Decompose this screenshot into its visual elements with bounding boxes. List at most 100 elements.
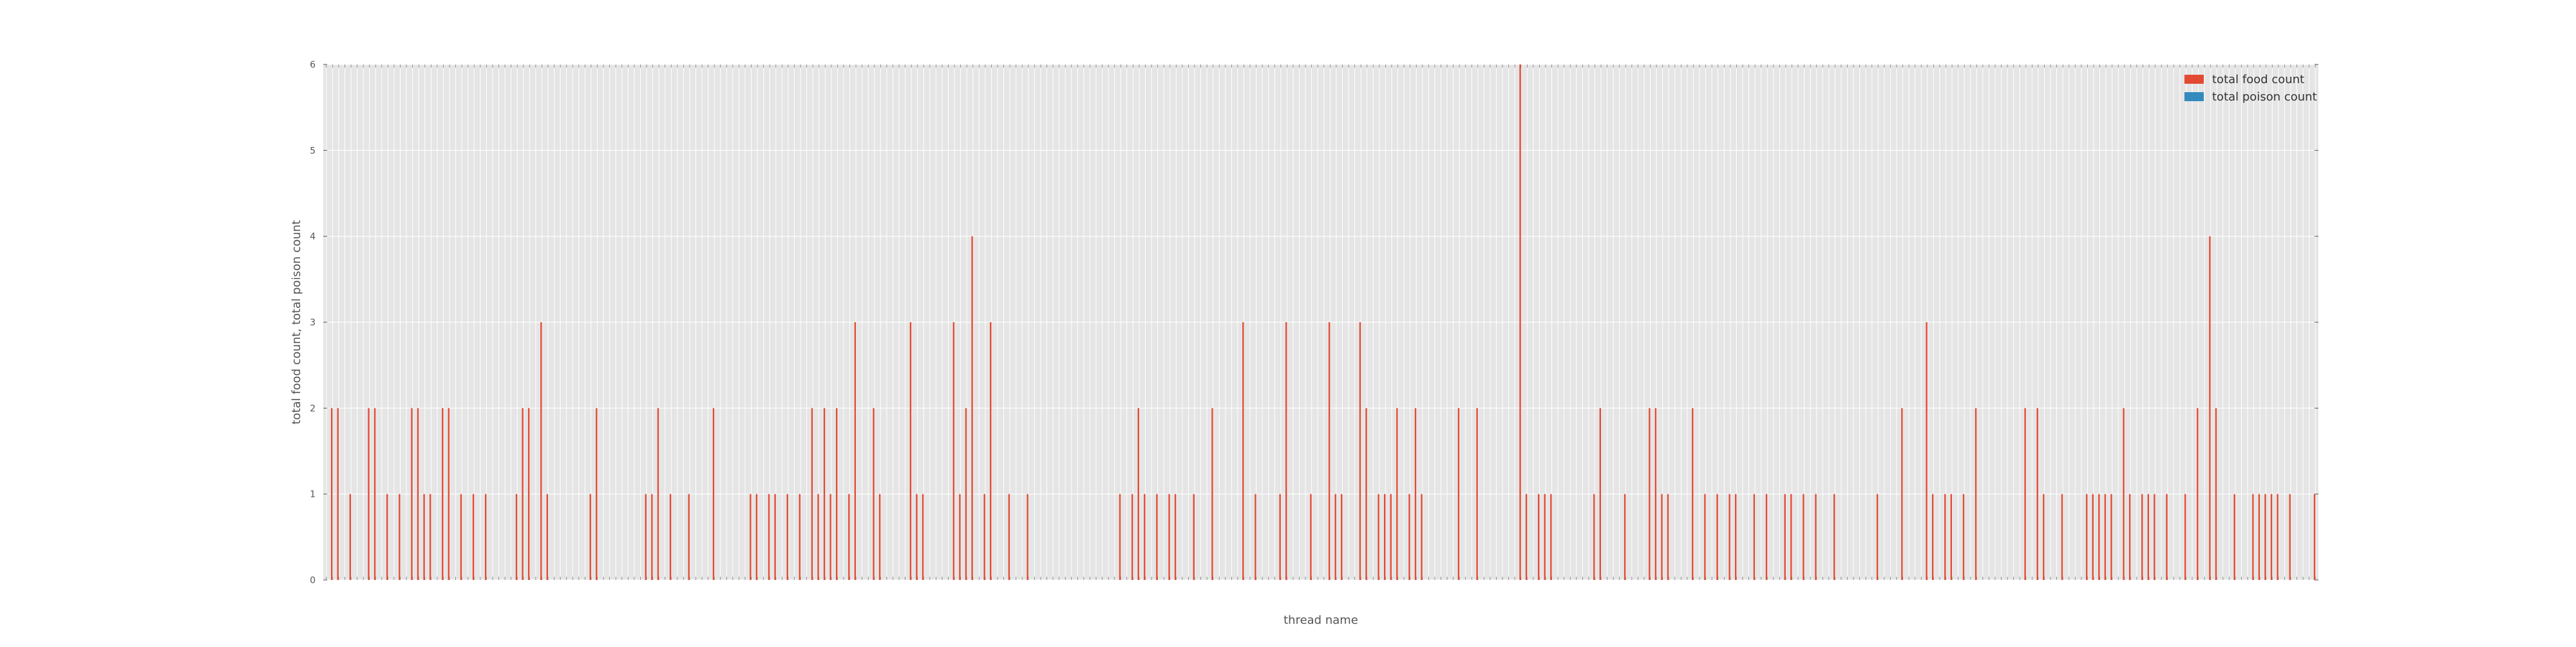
bar-food	[2277, 494, 2278, 580]
bar-food	[873, 408, 875, 580]
bar-food	[1833, 494, 1835, 580]
bar-food	[1765, 494, 1768, 580]
bar-food	[1901, 408, 1903, 580]
bar-food	[768, 494, 770, 580]
bar-food	[1242, 322, 1244, 580]
bar-food	[2197, 408, 2199, 580]
legend: total food count total poison count	[2184, 73, 2317, 104]
bar-food	[1390, 494, 1392, 580]
bar-food	[786, 494, 788, 580]
bar-food	[337, 408, 339, 580]
bar-food	[922, 494, 924, 580]
y-axis-label: total food count, total poison count	[290, 220, 303, 424]
bar-food	[1174, 494, 1177, 580]
bar-food	[2043, 494, 2045, 580]
bar-food	[2166, 494, 2168, 580]
series-food	[330, 64, 2316, 581]
bar-food	[1408, 494, 1410, 580]
bar-food	[1334, 494, 1336, 580]
bar-food	[829, 494, 831, 580]
bar-food	[527, 408, 530, 580]
bar-food	[774, 494, 776, 580]
bar-food	[2252, 494, 2254, 580]
bar-food	[423, 494, 425, 580]
bar-food	[1168, 494, 1170, 580]
y-tick-label: 5	[310, 146, 316, 156]
bar-food	[1137, 408, 1139, 580]
bar-food	[374, 408, 376, 580]
bar-food	[1378, 494, 1379, 580]
bar-food	[1790, 494, 1792, 580]
bar-food	[2270, 494, 2273, 580]
legend-label: total food count	[2212, 73, 2304, 86]
bar-food	[848, 494, 850, 580]
bar-food	[1525, 494, 1528, 580]
legend-swatch	[2184, 75, 2204, 84]
bar-food	[712, 408, 715, 580]
bar-food	[399, 494, 401, 580]
bar-food	[596, 408, 598, 580]
bar-food	[2061, 494, 2063, 580]
bar-food	[429, 494, 431, 580]
bar-food	[799, 494, 801, 580]
bar-food	[1211, 408, 1213, 580]
y-tick-label: 3	[310, 318, 316, 328]
bar-food	[368, 408, 370, 580]
bar-food	[990, 322, 992, 580]
bar-food	[2184, 494, 2186, 580]
bar-food	[1944, 494, 1946, 580]
bar-food	[1784, 494, 1786, 580]
bar-food	[2123, 408, 2125, 580]
y-tick-label: 4	[310, 232, 316, 242]
bar-food	[755, 494, 758, 580]
bar-food	[657, 408, 659, 580]
y-tick-label: 0	[310, 575, 316, 586]
bar-food	[1876, 494, 1879, 580]
bar-food	[2313, 494, 2316, 580]
bar-food	[540, 322, 542, 580]
bar-food	[952, 322, 955, 580]
bar-food	[750, 494, 752, 580]
bar-food	[2233, 494, 2235, 580]
bar-food	[1544, 494, 1546, 580]
bar-food	[1279, 494, 1281, 580]
bar-food	[1384, 494, 1386, 580]
bar-food	[417, 408, 419, 580]
bar-food	[1667, 494, 1669, 580]
bar-food	[1661, 494, 1663, 580]
bar-food	[645, 494, 647, 580]
bar-food	[1599, 408, 1602, 580]
bar-food	[1654, 408, 1657, 580]
bar-food	[484, 494, 487, 580]
bar-food	[386, 494, 388, 580]
bar-food	[546, 494, 549, 580]
y-tick-label: 1	[310, 490, 316, 500]
bar-food	[2154, 494, 2155, 580]
bar-food	[1624, 494, 1626, 580]
x-axis-label: thread name	[1283, 613, 1358, 627]
bar-food	[1649, 408, 1651, 580]
bar-food	[460, 494, 462, 580]
bar-food	[1550, 494, 1552, 580]
y-tick-label: 6	[310, 60, 316, 70]
bar-food	[2110, 494, 2112, 580]
bar-food	[522, 408, 524, 580]
bar-food	[1119, 494, 1121, 580]
bar-food	[2289, 494, 2291, 580]
bar-food	[909, 322, 912, 580]
bar-food	[1193, 494, 1195, 580]
bar-food	[1950, 494, 1953, 580]
bar-food	[1692, 408, 1694, 580]
bar-food	[1962, 494, 1965, 580]
bar-food	[472, 494, 475, 580]
bar-food	[2086, 494, 2088, 580]
bar-food	[983, 494, 985, 580]
bar-food	[1341, 494, 1343, 580]
bar-food	[442, 408, 444, 580]
bar-food	[1396, 408, 1398, 580]
bar-food	[589, 494, 591, 580]
bar-food	[1421, 494, 1423, 580]
bar-food	[1728, 494, 1730, 580]
legend-label: total poison count	[2212, 90, 2317, 104]
